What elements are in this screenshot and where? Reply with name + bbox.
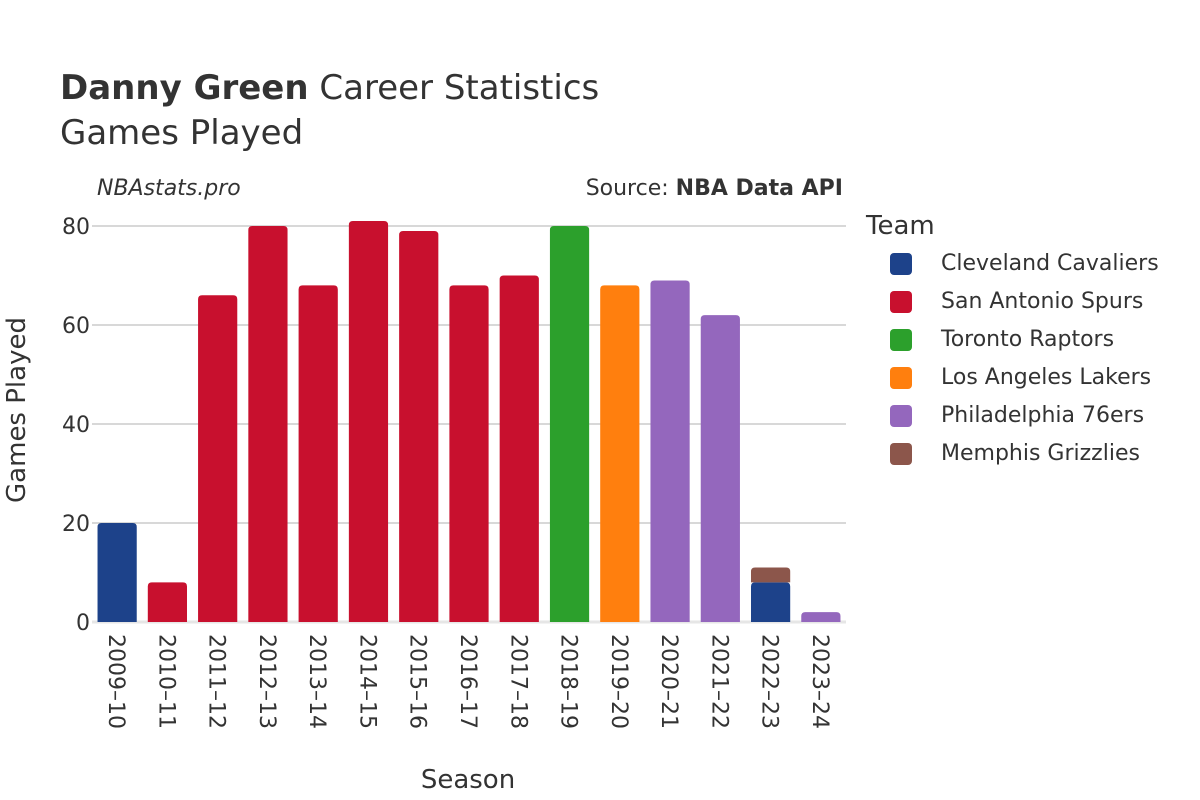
y-tick-label: 60: [62, 314, 90, 339]
legend-label: Toronto Raptors: [941, 327, 1115, 352]
legend-title: Team: [866, 211, 935, 241]
title-rest: Career Statistics: [319, 68, 600, 108]
bar[interactable]: [147, 582, 188, 622]
bar[interactable]: [549, 226, 590, 622]
x-axis-ticks: 2009–10 2010–11 2011–12 2012–13 2013–14 2014–…: [103, 634, 832, 729]
y-tick-label: 20: [62, 512, 90, 537]
y-axis-ticks: 0 20 40 60 80: [62, 215, 90, 636]
x-tick-label: 2013–14: [304, 634, 329, 729]
legend-label: Memphis Grizzlies: [941, 441, 1140, 466]
legend-item[interactable]: Toronto Raptors: [866, 324, 1114, 362]
legend-swatch: [890, 443, 912, 465]
x-tick-label: 2019–20: [606, 634, 631, 729]
x-tick-label: 2023–24: [807, 634, 832, 729]
y-axis-label: Games Played: [2, 317, 32, 503]
bar[interactable]: [600, 285, 640, 622]
x-tick-label: 2015–16: [405, 634, 430, 729]
bar[interactable]: [198, 295, 238, 622]
x-axis-label: Season: [421, 765, 515, 795]
bar[interactable]: [449, 285, 489, 622]
legend-label: Philadelphia 76ers: [941, 403, 1145, 428]
legend-item[interactable]: Los Angeles Lakers: [866, 362, 1151, 400]
source-credit: Source: NBA Data API: [586, 176, 843, 201]
source-label: Source:: [585, 176, 676, 201]
x-tick-label: 2018–19: [556, 634, 581, 729]
legend-swatch: [890, 253, 912, 275]
legend-item[interactable]: San Antonio Spurs: [866, 286, 1143, 324]
legend-label: Los Angeles Lakers: [941, 365, 1152, 390]
bar[interactable]: [97, 523, 137, 622]
legend-swatch: [890, 329, 912, 351]
y-tick-label: 40: [62, 413, 90, 438]
bar[interactable]: [700, 315, 740, 622]
bar[interactable]: [750, 582, 791, 622]
bar[interactable]: [750, 567, 791, 583]
bar[interactable]: [801, 612, 841, 622]
x-tick-label: 2011–12: [204, 634, 229, 729]
player-name: Danny Green: [60, 68, 309, 108]
chart-subtitle: Games Played: [60, 113, 304, 153]
bars: [97, 221, 841, 623]
legend-item[interactable]: Memphis Grizzlies: [866, 438, 1140, 476]
bar[interactable]: [348, 221, 389, 623]
bar[interactable]: [248, 226, 288, 622]
source-name: NBA Data API: [675, 176, 843, 201]
legend-item[interactable]: Philadelphia 76ers: [866, 400, 1144, 438]
watermark: NBAstats.pro: [97, 176, 241, 201]
bar[interactable]: [298, 285, 338, 622]
legend-item[interactable]: Cleveland Cavaliers: [866, 248, 1159, 286]
x-tick-label: 2021–22: [706, 634, 731, 729]
y-tick-label: 0: [76, 611, 90, 636]
x-tick-label: 2014–15: [354, 634, 379, 729]
x-tick-label: 2009–10: [103, 634, 128, 729]
x-tick-label: 2017–18: [505, 634, 530, 729]
legend-swatch: [890, 405, 912, 427]
bar[interactable]: [650, 280, 690, 622]
x-tick-label: 2020–21: [656, 634, 681, 729]
legend-items: Cleveland Cavaliers San Antonio Spurs Toro…: [866, 248, 1159, 476]
bar[interactable]: [499, 275, 539, 623]
x-tick-label: 2010–11: [153, 634, 178, 729]
legend-swatch: [890, 291, 912, 313]
chart-title: Danny Green Career Statistics: [60, 66, 599, 110]
legend-label: Cleveland Cavaliers: [941, 251, 1159, 276]
legend-label: San Antonio Spurs: [941, 289, 1144, 314]
bar[interactable]: [399, 230, 439, 622]
x-tick-label: 2022–23: [757, 634, 782, 729]
legend-swatch: [890, 367, 912, 389]
y-tick-label: 80: [62, 215, 90, 240]
x-tick-label: 2012–13: [254, 634, 279, 729]
legend: Team Cleveland Cavaliers San Antonio Spur…: [866, 208, 1159, 476]
x-tick-label: 2016–17: [455, 634, 480, 729]
